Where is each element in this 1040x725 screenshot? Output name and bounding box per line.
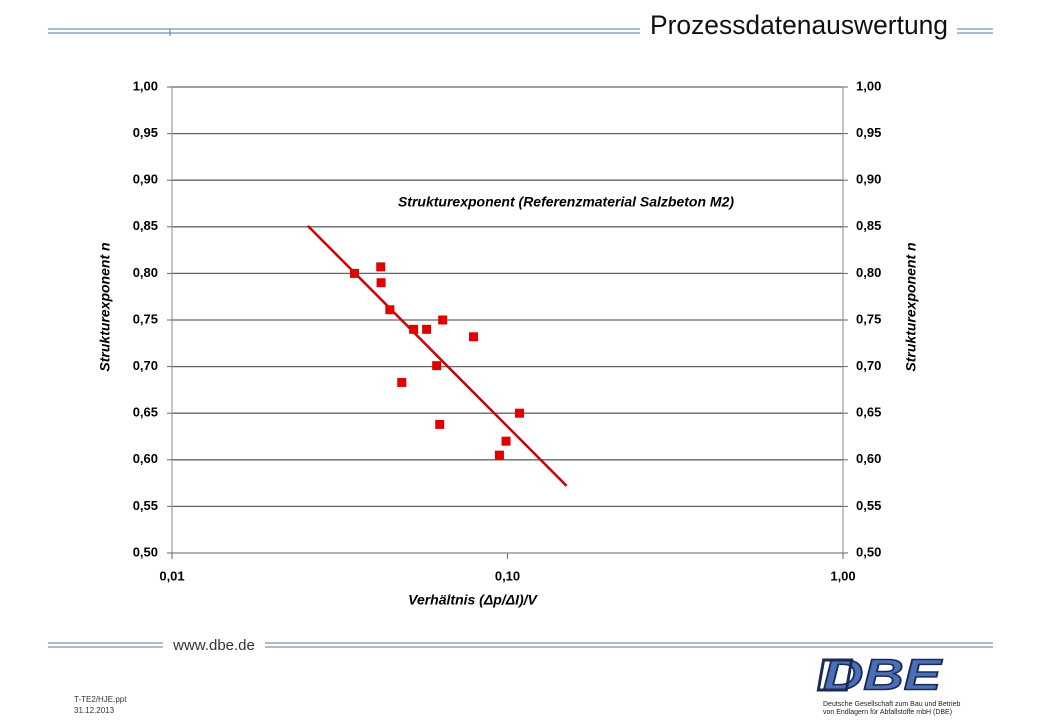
y-tick-label: 0,85 bbox=[133, 218, 158, 233]
y-tick-label: 0,75 bbox=[133, 311, 158, 326]
y2-axis-title: Strukturexponent n bbox=[903, 242, 919, 371]
y2-tick-label: 0,70 bbox=[856, 358, 881, 373]
y2-tick-label: 0,90 bbox=[856, 172, 881, 187]
point bbox=[501, 436, 511, 446]
y-tick-label: 0,80 bbox=[133, 265, 158, 280]
annotation: Strukturexponent (Referenzmaterial Salzb… bbox=[398, 194, 734, 210]
y-tick-label: 0,90 bbox=[133, 172, 158, 187]
point bbox=[494, 450, 504, 460]
footer-url: www.dbe.de bbox=[172, 637, 255, 654]
y-tick-label: 0,60 bbox=[133, 451, 158, 466]
point bbox=[469, 332, 479, 342]
y-tick-label: 0,50 bbox=[133, 544, 158, 559]
x-axis-title: Verhältnis (Δp/ΔI)/V bbox=[408, 592, 538, 608]
trend-line bbox=[306, 224, 568, 487]
point bbox=[435, 419, 445, 429]
point bbox=[432, 361, 442, 371]
point bbox=[376, 262, 386, 272]
y-tick-label: 0,95 bbox=[133, 125, 158, 140]
company-line: Deutsche Gesellschaft zum Bau und Betrie… bbox=[823, 701, 960, 708]
point bbox=[350, 268, 360, 278]
point bbox=[376, 278, 386, 288]
y2-tick-label: 0,95 bbox=[856, 125, 881, 140]
logo: DBE bbox=[823, 651, 943, 700]
point bbox=[409, 324, 419, 334]
point bbox=[438, 315, 448, 325]
point bbox=[385, 305, 395, 315]
y-tick-label: 0,55 bbox=[133, 498, 158, 513]
y-tick-label: 1,00 bbox=[133, 78, 158, 93]
footer-file: T-TE2/HJE.ppt bbox=[74, 695, 127, 704]
x-tick-label: 0,10 bbox=[495, 568, 520, 583]
company-line: von Endlagern für Abfallstoffe mbH (DBE) bbox=[823, 709, 952, 716]
point bbox=[515, 408, 525, 418]
y-tick-label: 0,70 bbox=[133, 358, 158, 373]
slide-title: Prozessdatenauswertung bbox=[650, 10, 948, 40]
header-rule bbox=[48, 28, 993, 36]
y2-tick-label: 0,65 bbox=[856, 405, 881, 420]
logo-box bbox=[816, 658, 854, 692]
point bbox=[397, 377, 407, 387]
footer-date: 31.12.2013 bbox=[74, 706, 115, 715]
x-tick-label: 1,00 bbox=[830, 568, 855, 583]
y2-tick-label: 0,85 bbox=[856, 218, 881, 233]
y2-tick-label: 0,50 bbox=[856, 544, 881, 559]
footer-rule bbox=[48, 642, 993, 648]
y2-tick-label: 0,75 bbox=[856, 311, 881, 326]
y2-tick-label: 1,00 bbox=[856, 78, 881, 93]
point bbox=[422, 324, 432, 334]
y-tick-label: 0,65 bbox=[133, 405, 158, 420]
y-axis-title: Strukturexponent n bbox=[97, 242, 113, 371]
x-tick-label: 0,01 bbox=[159, 568, 184, 583]
y2-tick-label: 0,55 bbox=[856, 498, 881, 513]
y2-tick-label: 0,60 bbox=[856, 451, 881, 466]
y2-tick-label: 0,80 bbox=[856, 265, 881, 280]
